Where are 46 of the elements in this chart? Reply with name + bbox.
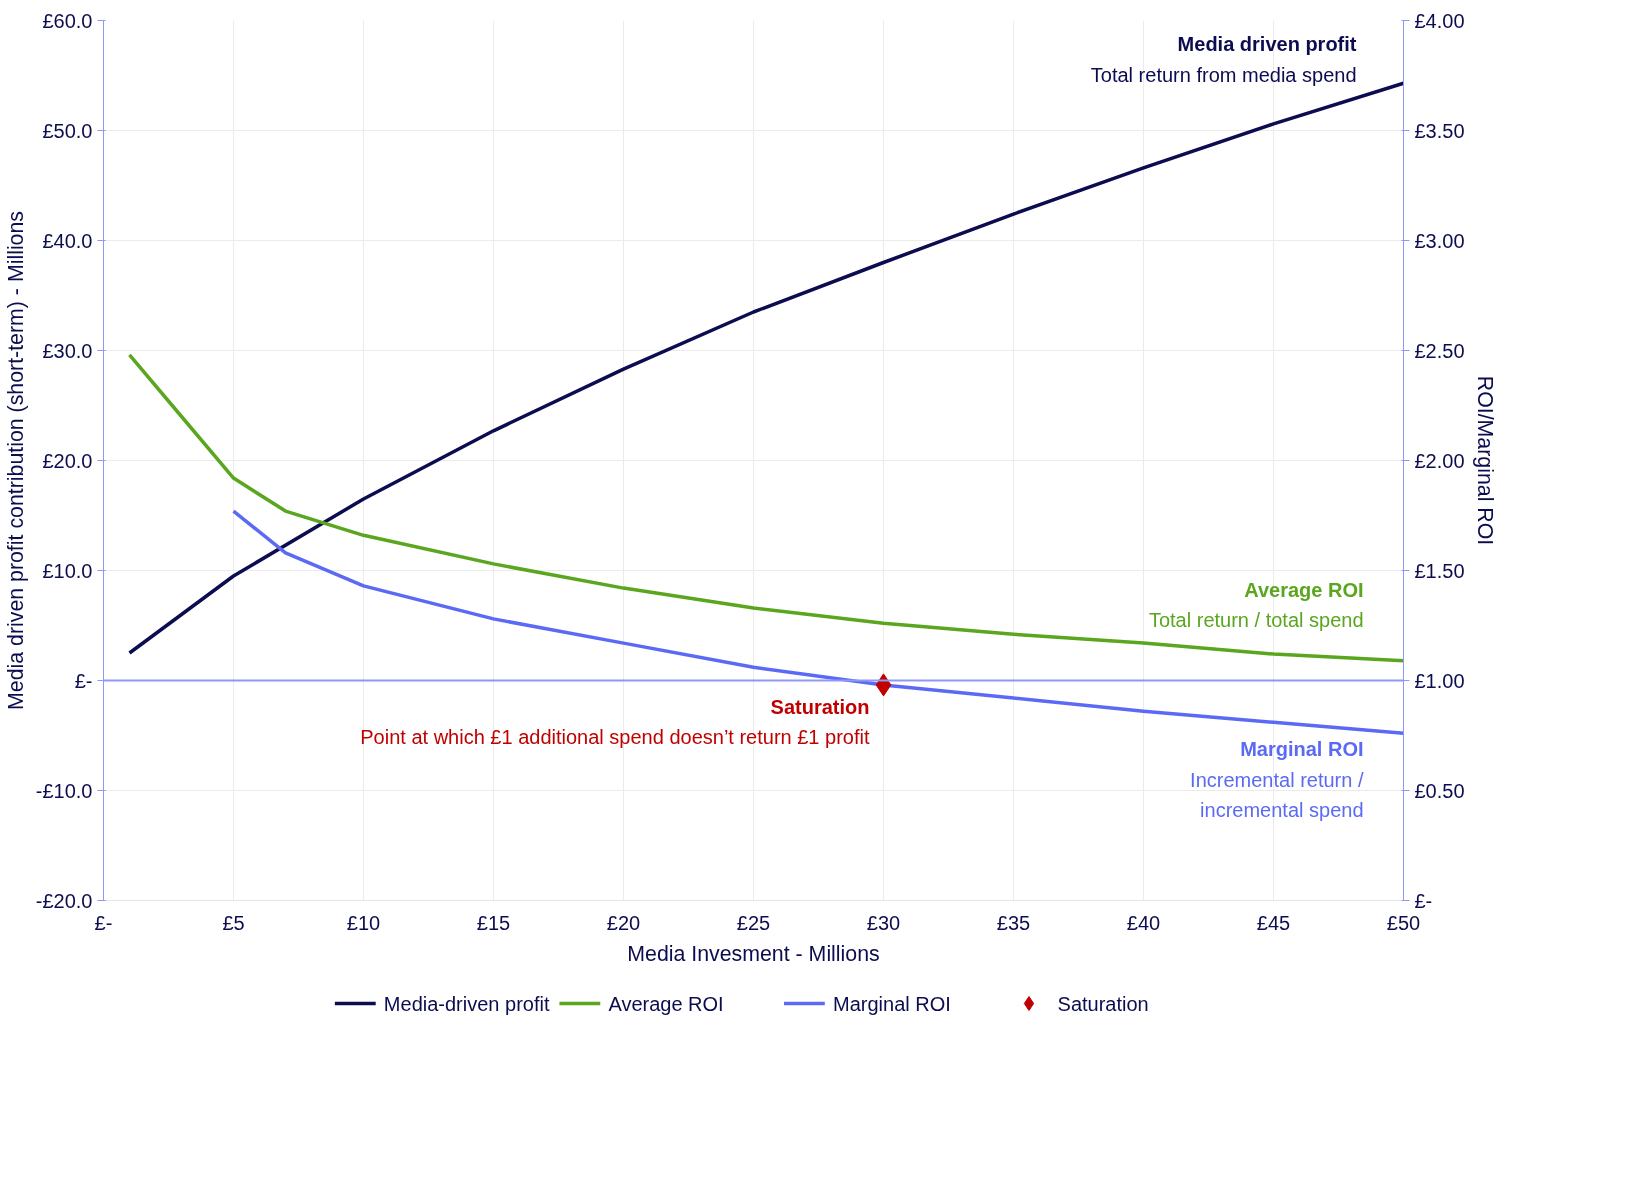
- x-axis-title: Media Invesment - Millions: [627, 941, 880, 966]
- legend-label: Average ROI: [608, 992, 724, 1015]
- x-tick-label: £10: [346, 911, 381, 934]
- annotation: Media driven profit: [1177, 33, 1357, 56]
- y2-tick-label: £1.50: [1414, 559, 1465, 582]
- annotation: Saturation: [770, 695, 870, 718]
- x-tick-label: £-: [94, 911, 113, 934]
- x-tick-label: £5: [222, 911, 245, 934]
- y-tick-label: -£20.0: [35, 889, 93, 912]
- annotation: Incremental return /: [1190, 769, 1364, 792]
- annotation: Point at which £1 additional spend doesn’t return £1 profit: [360, 725, 870, 748]
- y-tick-label: £60.0: [42, 9, 93, 32]
- y2-tick-label: £3.00: [1414, 229, 1465, 252]
- y-tick-label: £10.0: [42, 559, 93, 582]
- y2-tick-label: £2.50: [1414, 339, 1465, 362]
- annotation: Marginal ROI: [1240, 738, 1364, 761]
- y2-tick-label: £-: [1414, 889, 1433, 912]
- y2-tick-label: £3.50: [1414, 119, 1465, 142]
- y2-tick-label: £4.00: [1414, 9, 1465, 32]
- y2-tick-label: £2.00: [1414, 449, 1465, 472]
- x-tick-label: £15: [476, 911, 511, 934]
- y2-tick-label: £0.50: [1414, 779, 1465, 802]
- y-axis-title: Media driven profit contribution (short-term) - Millions: [3, 210, 28, 710]
- x-tick-label: £25: [736, 911, 771, 934]
- legend-label: Saturation: [1057, 992, 1149, 1015]
- y-tick-label: £-: [74, 669, 93, 692]
- x-tick-label: £45: [1256, 911, 1291, 934]
- annotation: incremental spend: [1200, 799, 1364, 822]
- x-tick-label: £35: [996, 911, 1031, 934]
- y-tick-label: £20.0: [42, 449, 93, 472]
- y2-tick-label: £1.00: [1414, 669, 1465, 692]
- y-tick-label: -£10.0: [35, 779, 93, 802]
- annotation: Total return / total spend: [1148, 608, 1364, 631]
- line-series: [127, 353, 1404, 663]
- legend-label: Marginal ROI: [833, 992, 951, 1015]
- y-tick-label: £30.0: [42, 339, 93, 362]
- x-tick-label: £50: [1386, 911, 1421, 934]
- annotation: Total return from media spend: [1090, 64, 1357, 87]
- y2-axis-title: ROI/Marginal ROI: [1472, 375, 1497, 546]
- y-tick-label: £40.0: [42, 229, 93, 252]
- x-tick-label: £30: [866, 911, 901, 934]
- legend-label: Media-driven profit: [383, 992, 550, 1015]
- y-tick-label: £50.0: [42, 119, 93, 142]
- x-tick-label: £40: [1126, 911, 1161, 934]
- x-tick-label: £20: [606, 911, 641, 934]
- annotation: Average ROI: [1244, 578, 1364, 601]
